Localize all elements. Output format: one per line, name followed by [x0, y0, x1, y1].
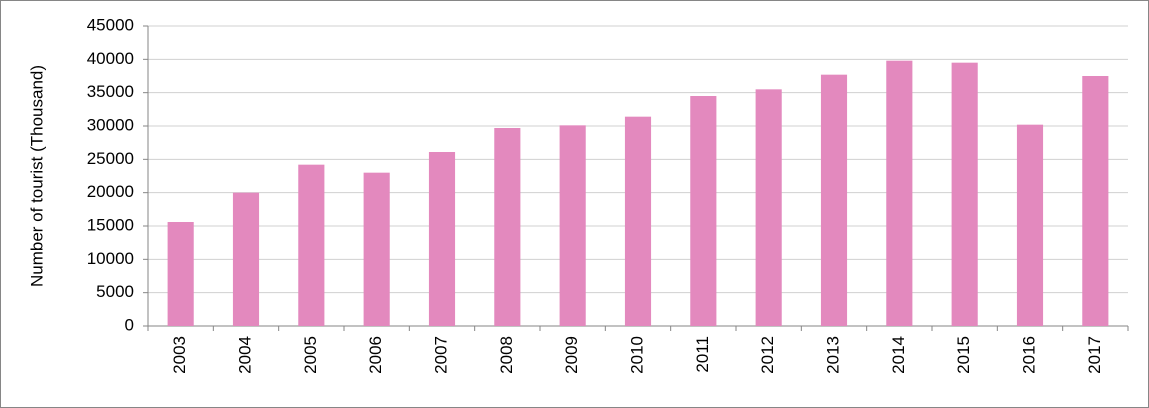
bar	[690, 96, 717, 326]
bar	[624, 116, 652, 327]
y-tick-label: 25000	[87, 149, 134, 168]
y-tick-label: 40000	[87, 49, 134, 68]
x-tick-label: 2012	[758, 336, 777, 374]
x-tick-label: 2005	[301, 336, 320, 374]
y-tick-label: 15000	[87, 215, 134, 234]
x-tick-label: 2015	[954, 336, 973, 374]
y-tick-label: 35000	[87, 82, 134, 101]
bar	[559, 125, 586, 326]
x-tick-label: 2009	[562, 336, 581, 374]
bar	[428, 152, 456, 326]
x-tick-label: 2017	[1085, 336, 1104, 374]
y-tick-label: 45000	[87, 15, 134, 34]
bar	[167, 222, 194, 326]
bar	[1016, 124, 1044, 327]
y-tick-label: 5000	[96, 282, 134, 301]
x-tick-label: 2004	[235, 336, 254, 374]
bar	[886, 60, 913, 327]
bar	[232, 192, 260, 326]
y-tick-label: 10000	[87, 249, 134, 268]
bar	[951, 62, 978, 327]
y-tick-label: 20000	[87, 182, 134, 201]
x-tick-label: 2003	[170, 336, 189, 374]
x-tick-label: 2014	[889, 336, 908, 374]
x-tick-label: 2006	[366, 336, 385, 374]
x-tick-label: 2007	[431, 336, 450, 374]
x-tick-label: 2008	[497, 336, 516, 374]
y-tick-label: 30000	[87, 115, 134, 134]
bar	[363, 172, 390, 326]
x-tick-label: 2011	[693, 336, 712, 373]
bar	[820, 74, 848, 327]
x-tick-label: 2013	[823, 336, 842, 374]
bar	[1082, 76, 1109, 326]
y-tick-label: 0	[125, 315, 134, 334]
bar	[494, 128, 521, 326]
y-axis-title: Number of tourist (Thousand)	[27, 65, 46, 287]
x-tick-label: 2010	[627, 336, 646, 374]
bar	[298, 164, 325, 326]
x-tick-label: 2016	[1019, 336, 1038, 374]
bar	[755, 89, 782, 326]
